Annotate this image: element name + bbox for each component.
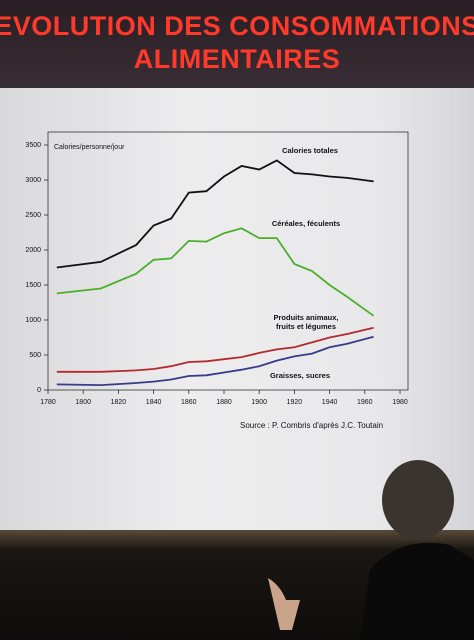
x-tick-label: 1780 [40, 399, 56, 406]
x-tick-label: 1820 [111, 399, 127, 406]
x-tick-label: 1880 [216, 399, 232, 406]
series-label: Graisses, sucres [269, 371, 331, 380]
presenter [268, 460, 474, 640]
y-tick-label: 3000 [25, 177, 41, 184]
y-tick-label: 1000 [25, 317, 41, 324]
x-tick-label: 1940 [322, 399, 338, 406]
series-line [56, 227, 375, 317]
plot-frame [47, 131, 409, 391]
series-line [56, 159, 374, 269]
source: Source : P. Combris d'après J.C. Toutain [240, 421, 383, 430]
series-label: Produits animaux, fruits et légumes [273, 313, 339, 331]
projection-screen [0, 88, 474, 530]
x-tick-label: 1860 [181, 399, 197, 406]
series-line [56, 326, 374, 373]
series-line [56, 335, 374, 387]
hand [268, 578, 300, 630]
x-tick-label: 1980 [392, 399, 408, 406]
body [360, 542, 474, 640]
x-tick-label: 1960 [357, 399, 373, 406]
y-tick-label: 3500 [25, 142, 41, 149]
x-tick-label: 1800 [75, 399, 91, 406]
x-tick-label: 1840 [146, 399, 162, 406]
head [382, 460, 454, 540]
series-label: Calories totales [282, 146, 338, 155]
y-tick-label: 500 [29, 352, 41, 359]
slide-title: EVOLUTION DES CONSOMMATIONS ALIMENTAIRES [0, 11, 474, 74]
y-axis-label: Calories/personne/jour [54, 144, 125, 151]
x-tick-label: 1920 [287, 399, 303, 406]
y-tick-label: 2000 [25, 247, 41, 254]
x-tick-label: 1900 [251, 399, 267, 406]
y-tick-label: 0 [37, 387, 41, 394]
title-band: EVOLUTION DES CONSOMMATIONS ALIMENTAIRES [0, 0, 474, 88]
y-tick-label: 2500 [25, 212, 41, 219]
series-label: Céréales, féculents [271, 219, 341, 228]
y-tick-label: 1500 [25, 282, 41, 289]
